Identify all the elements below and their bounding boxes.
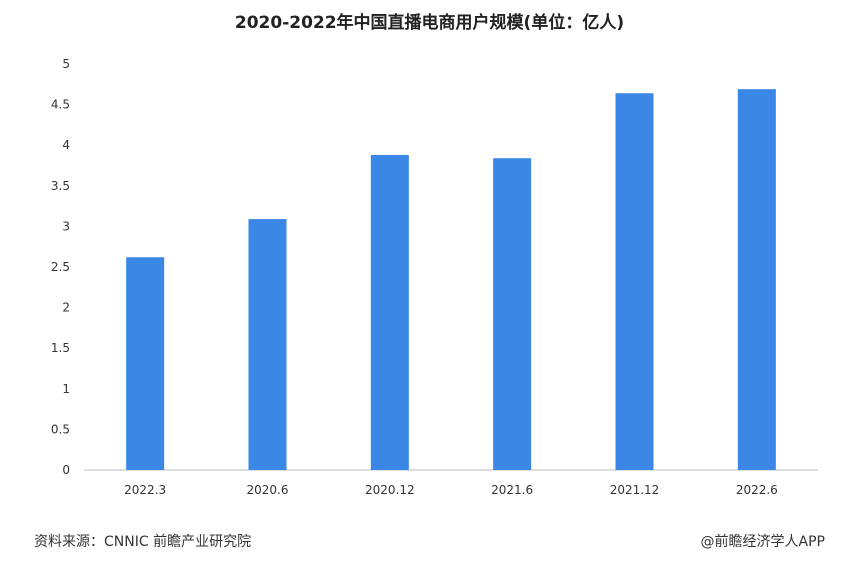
bar [737,89,776,470]
y-tick-label: 3 [62,219,70,233]
x-tick-label: 2020.6 [247,483,289,497]
y-tick-label: 5 [62,57,70,71]
x-tick-labels: 2022.3 2020.6 2020.12 2021.6 2021.12 2022.6 [124,483,778,497]
x-tick-label: 2021.12 [610,483,660,497]
y-tick-label: 3.5 [51,179,70,193]
y-tick-label: 2.5 [51,260,70,274]
y-tick-label: 2 [62,301,70,315]
chart-title: 2020-2022年中国直播电商用户规模(单位：亿人) [234,13,625,33]
y-tick-label: 0.5 [51,422,70,436]
y-tick-label: 1.5 [51,341,70,355]
x-tick-label: 2021.6 [491,483,533,497]
bar [248,219,287,470]
y-tick-label: 1 [62,382,70,396]
brand-credit: @前瞻经济学人APP [700,534,825,550]
x-tick-label: 2022.6 [736,483,778,497]
bar [126,257,165,470]
source-note: 资料来源：CNNIC 前瞻产业研究院 [34,534,252,550]
y-tick-label: 4.5 [51,98,70,112]
y-tick-label: 0 [62,463,70,477]
bars-layer [126,89,776,471]
bar [615,93,654,471]
y-tick-label: 4 [62,138,70,152]
bar [493,158,532,470]
bar [370,154,409,470]
x-tick-label: 2022.3 [124,483,166,497]
y-tick-labels: 0 0.5 1 1.5 2 2.5 3 3.5 4 4.5 5 [51,57,70,477]
x-tick-label: 2020.12 [365,483,415,497]
